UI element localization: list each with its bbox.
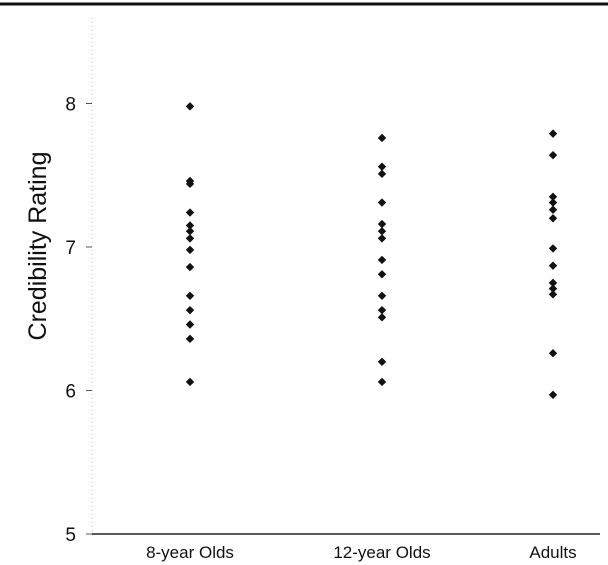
data-points [185,102,558,400]
y-axis-ticks: 5 6 7 8 [65,95,92,546]
data-point [548,348,558,358]
data-point [185,305,195,315]
data-point [548,150,558,160]
data-point [185,334,195,344]
x-category-label: 12-year Olds [333,543,430,562]
y-tick-label: 6 [65,382,76,403]
x-category-label: Adults [529,543,576,562]
x-category-label: 8-year Olds [146,543,234,562]
data-point [548,214,558,223]
data-point [548,261,558,270]
data-point [377,305,387,315]
data-point [377,219,387,229]
data-point [377,198,387,207]
data-point [377,255,387,265]
data-point [377,291,387,300]
data-point [185,179,195,189]
y-axis-title: Credibility Rating [24,152,52,341]
data-point [377,234,387,243]
data-point [548,284,558,293]
x-axis-labels: 8-year Olds 12-year Olds Adults [146,543,577,562]
data-point [548,198,558,207]
data-point [548,390,558,400]
data-point [185,221,195,230]
data-point [377,357,387,366]
data-point [185,245,195,255]
data-point [377,169,387,179]
data-point [185,208,195,217]
y-tick-label: 7 [65,238,76,259]
data-point [548,129,558,138]
data-point [185,234,195,243]
data-point [377,313,387,322]
data-point [185,262,195,272]
data-point [377,270,387,279]
data-point [548,192,558,201]
data-point [377,162,387,171]
data-point [548,278,558,288]
data-point [185,227,195,236]
data-point [548,290,558,299]
data-point [548,244,558,253]
y-tick-label: 5 [65,525,76,546]
data-point [377,377,387,387]
data-point [185,102,195,111]
data-point [377,133,387,143]
data-point [548,205,558,214]
data-point [185,320,195,329]
data-point [185,377,195,387]
data-point [377,227,387,236]
data-point [185,291,195,300]
y-tick-label: 8 [65,95,76,116]
